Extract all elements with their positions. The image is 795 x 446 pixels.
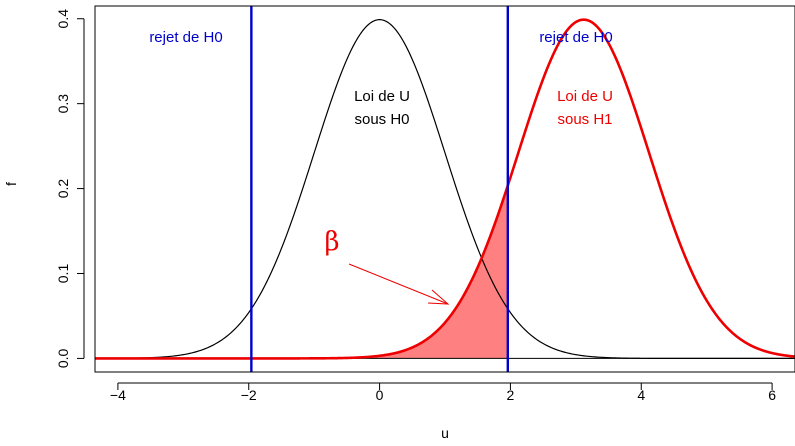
y-tick-label: 0.1 (55, 264, 71, 284)
y-tick-label: 0.4 (55, 9, 71, 29)
beta-arrow (348, 263, 449, 305)
x-tick-label: 4 (637, 387, 645, 403)
beta-arrowhead (427, 289, 450, 305)
reject-left-label: rejet de H0 (149, 29, 222, 46)
x-tick-label: 6 (768, 387, 776, 403)
y-tick-label: 0.0 (55, 348, 71, 368)
y-tick-label: 0.3 (55, 94, 71, 114)
x-axis-label: u (441, 425, 449, 441)
h1-density-curve (95, 18, 795, 360)
x-tick-label: 2 (507, 387, 515, 403)
h1-label-line2: sous H1 (557, 111, 612, 128)
x-tick-label: −2 (241, 387, 257, 403)
y-axis-label: f (3, 182, 19, 186)
beta-label: β (324, 227, 339, 257)
plot-frame (94, 5, 795, 373)
h0-label-line2: sous H0 (354, 111, 409, 128)
y-tick-label: 0.2 (55, 179, 71, 199)
x-tick-label: −4 (110, 387, 126, 403)
reject-right-label: rejet de H0 (539, 29, 612, 46)
h1-label-line1: Loi de U (557, 88, 613, 105)
h0-density-curve (95, 19, 795, 360)
beta-shaded-region (95, 185, 508, 359)
x-tick-label: 0 (376, 387, 384, 403)
h0-label-line1: Loi de U (354, 88, 410, 105)
